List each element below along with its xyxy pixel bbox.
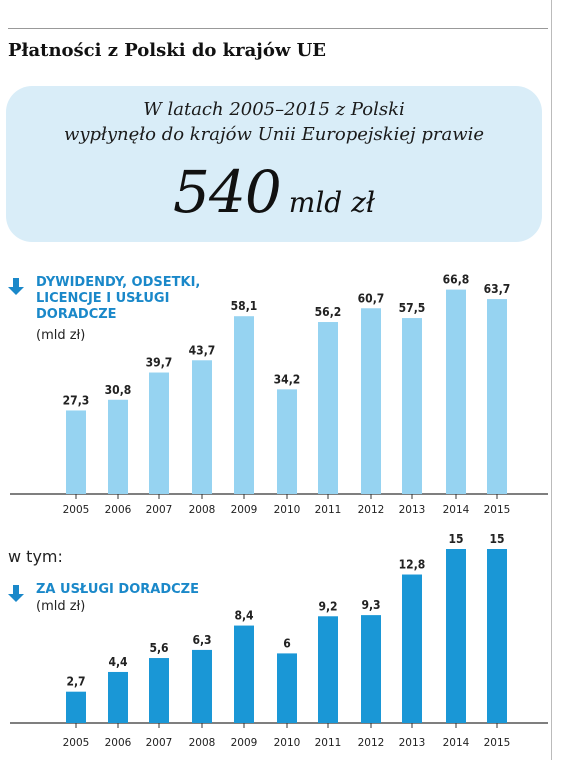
chart2-value-label: 15 [448, 532, 463, 546]
chart2-bar-2013 [402, 574, 422, 723]
chart1-value-label: 39,7 [146, 356, 173, 370]
chart1-value-label: 57,5 [399, 301, 426, 315]
chart1-bar-2013 [402, 318, 422, 494]
chart1-title-line-1: DYWIDENDY, ODSETKI, [36, 275, 201, 290]
chart2-value-label: 6 [283, 636, 291, 650]
chart1-bar-2007 [149, 372, 169, 494]
highlight-total: 540 mld zł [6, 158, 542, 226]
chart2-tick-label: 2013 [399, 737, 426, 749]
chart2-tick-label: 2011 [315, 737, 342, 749]
chart1-bar-2006 [108, 399, 128, 494]
chart2-tick-label: 2007 [146, 737, 173, 749]
chart1-bar-2009 [234, 316, 254, 494]
chart2-bar-2012 [361, 615, 381, 723]
chart1-value-label: 56,2 [315, 305, 342, 319]
chart1-unit: (mld zł) [36, 328, 86, 343]
chart2-bar-2014 [446, 549, 466, 723]
chart2-tick-label: 2010 [274, 737, 301, 749]
highlight-box: W latach 2005–2015 z Polski wypłynęło do… [6, 86, 542, 242]
chart2-tick-label: 2014 [443, 737, 470, 749]
chart1-tick-label: 2009 [231, 504, 258, 516]
highlight-value: 540 [173, 158, 282, 226]
chart2-value-label: 5,6 [149, 641, 168, 655]
chart2-bar-2011 [318, 616, 338, 723]
chart2-bar-2010 [277, 653, 297, 723]
chart1-value-label: 34,2 [274, 372, 301, 386]
chart1-tick-label: 2013 [399, 504, 426, 516]
chart1-title-line-3: DORADCZE [36, 307, 117, 322]
right-rule [551, 0, 552, 760]
chart1-bar-2005 [66, 410, 86, 494]
chart1-tick-label: 2007 [146, 504, 173, 516]
chart1-value-label: 63,7 [484, 282, 511, 296]
chart2-value-label: 4,4 [108, 655, 128, 669]
top-rule [8, 28, 548, 29]
chart2-bar-2005 [66, 691, 86, 723]
chart1-value-label: 27,3 [63, 393, 90, 407]
chart2-tick-label: 2005 [63, 737, 90, 749]
chart2-value-label: 9,2 [318, 599, 337, 613]
chart1-tick-label: 2011 [315, 504, 342, 516]
chart2-bar-2015 [487, 549, 507, 723]
chart2-value-label: 8,4 [234, 609, 254, 623]
chart1-tick-label: 2014 [443, 504, 470, 516]
chart1-tick-label: 2005 [63, 504, 90, 516]
chart1-bar-2014 [446, 289, 466, 494]
chart1-down-arrow-icon [8, 278, 24, 295]
chart1-title: DYWIDENDY, ODSETKI, LICENCJE I USŁUGI DO… [36, 275, 200, 323]
chart1-bar-2012 [361, 308, 381, 494]
chart2-title-line-1: ZA USŁUGI DORADCZE [36, 582, 199, 597]
chart1-value-label: 60,7 [358, 291, 385, 305]
chart1-tick-label: 2006 [105, 504, 132, 516]
chart1-bar-2010 [277, 389, 297, 494]
chart2-down-arrow-icon [8, 585, 24, 602]
chart1-tick-label: 2008 [189, 504, 216, 516]
wtym-label: w tym: [8, 547, 63, 566]
chart1-value-label: 58,1 [231, 299, 258, 313]
chart2-tick-label: 2006 [105, 737, 132, 749]
chart2-value-label: 6,3 [192, 633, 211, 647]
chart1-bar-2011 [318, 322, 338, 494]
chart1-value-label: 30,8 [105, 383, 132, 397]
highlight-line-1: W latach 2005–2015 z Polski [143, 99, 405, 120]
chart2-title: ZA USŁUGI DORADCZE [36, 582, 199, 598]
highlight-unit: mld zł [288, 186, 375, 219]
chart2-value-label: 12,8 [399, 558, 426, 572]
highlight-line-2: wypłynęło do krajów Unii Europejskiej pr… [63, 124, 485, 145]
highlight-text: W latach 2005–2015 z Polski wypłynęło do… [6, 97, 542, 147]
chart1-tick-label: 2010 [274, 504, 301, 516]
chart1-tick-label: 2012 [358, 504, 385, 516]
chart2-value-label: 9,3 [361, 598, 380, 612]
chart2-value-label: 15 [489, 532, 504, 546]
chart1-bar-2008 [192, 360, 212, 494]
chart1-value-label: 43,7 [189, 343, 216, 357]
chart2-bar-2009 [234, 625, 254, 723]
chart1-title-line-2: LICENCJE I USŁUGI [36, 291, 170, 306]
page-title: Płatności z Polski do krajów UE [8, 40, 326, 61]
chart2-bar-2008 [192, 649, 212, 723]
chart2-tick-label: 2012 [358, 737, 385, 749]
chart1-value-label: 66,8 [443, 273, 470, 287]
chart2-bar-2006 [108, 671, 128, 723]
chart2-unit: (mld zł) [36, 599, 86, 614]
chart1-tick-label: 2015 [484, 504, 511, 516]
chart2-tick-label: 2015 [484, 737, 511, 749]
chart2-tick-label: 2008 [189, 737, 216, 749]
chart2-bar-2007 [149, 658, 169, 723]
chart1-bar-2015 [487, 299, 507, 494]
chart2-tick-label: 2009 [231, 737, 258, 749]
chart2-value-label: 2,7 [66, 675, 85, 689]
